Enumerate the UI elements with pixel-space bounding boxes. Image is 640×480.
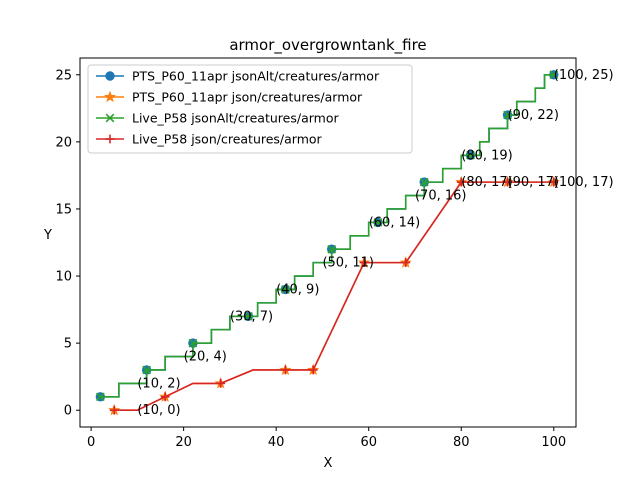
legend-entry: Live_P58 jsonAlt/creatures/armor bbox=[96, 111, 339, 126]
legend-entry: Live_P58 json/creatures/armor bbox=[96, 132, 323, 147]
series-3-point bbox=[373, 218, 383, 227]
series-4-point bbox=[109, 405, 119, 415]
x-tick-label: 60 bbox=[360, 435, 377, 450]
legend-marker bbox=[105, 71, 115, 81]
series-4-point bbox=[160, 392, 170, 402]
plot-area bbox=[95, 70, 560, 416]
legend-label: PTS_P60_11apr jsonAlt/creatures/armor bbox=[132, 69, 380, 84]
series-3-point bbox=[244, 311, 253, 321]
series-4-point bbox=[308, 365, 318, 375]
series-3-point bbox=[188, 338, 198, 348]
y-axis-label: Y bbox=[43, 228, 52, 243]
data-label: (80, 19) bbox=[461, 148, 513, 163]
data-label: (20, 4) bbox=[184, 350, 227, 365]
legend-entry: PTS_P60_11apr json/creatures/armor bbox=[96, 90, 363, 105]
series-3-point bbox=[503, 110, 512, 120]
series-3-point bbox=[142, 365, 151, 375]
series-4-point bbox=[359, 258, 369, 268]
data-label: (10, 2) bbox=[137, 376, 180, 391]
x-tick-label: 0 bbox=[87, 435, 95, 450]
series-4-point bbox=[456, 177, 466, 187]
x-tick-label: 80 bbox=[453, 435, 470, 450]
data-label: (60, 14) bbox=[369, 215, 421, 230]
data-label: (100, 17) bbox=[554, 175, 614, 190]
y-tick-label: 0 bbox=[64, 404, 72, 419]
annotations: (10, 2) (10, 0) (20, 4) (30, 7)(40, 9)(50, … bbox=[137, 68, 613, 418]
x-axis-label: X bbox=[324, 456, 333, 471]
series-3-point bbox=[466, 150, 475, 160]
data-label: (40, 9) bbox=[276, 282, 319, 297]
y-tick-label: 20 bbox=[55, 135, 72, 150]
legend-marker bbox=[105, 113, 115, 123]
series-4-point bbox=[549, 177, 559, 187]
chart-title: armor_overgrowntank_fire bbox=[229, 36, 426, 55]
data-label: (80, 17) bbox=[461, 175, 513, 190]
legend-label: PTS_P60_11apr json/creatures/armor bbox=[132, 90, 363, 105]
legend-marker bbox=[105, 134, 115, 144]
data-label: (100, 25) bbox=[554, 68, 614, 83]
series-3-point bbox=[419, 177, 429, 187]
x-tick-label: 20 bbox=[175, 435, 192, 450]
series-3-point bbox=[281, 285, 290, 294]
legend-entry: PTS_P60_11apr jsonAlt/creatures/armor bbox=[96, 69, 380, 84]
series-line-3 bbox=[100, 73, 554, 398]
y-tick-label: 10 bbox=[55, 270, 72, 285]
series-3-point bbox=[549, 70, 559, 80]
legend-box bbox=[87, 64, 413, 154]
y-tick-label: 5 bbox=[64, 337, 72, 352]
x-tick-label: 40 bbox=[268, 435, 285, 450]
series-4-point bbox=[281, 365, 290, 375]
legend-label: Live_P58 jsonAlt/creatures/armor bbox=[132, 111, 339, 126]
legend-marker bbox=[103, 90, 117, 103]
data-label: (50, 11) bbox=[322, 256, 374, 271]
series-3-point bbox=[327, 244, 337, 254]
series-4-point bbox=[503, 177, 512, 187]
y-tick-label: 25 bbox=[55, 68, 72, 83]
plot-frame bbox=[79, 57, 577, 428]
axis-ticks: 0 20 40 60 80 100 0 5 10 15 20 25 bbox=[55, 68, 566, 450]
data-label: (10, 0) bbox=[137, 403, 180, 418]
series-4-point bbox=[401, 258, 411, 268]
series-4-point bbox=[216, 378, 226, 388]
y-tick-label: 15 bbox=[55, 202, 72, 217]
x-tick-label: 100 bbox=[541, 435, 566, 450]
data-label: (70, 16) bbox=[415, 189, 467, 204]
legend: PTS_P60_11apr jsonAlt/creatures/armor PTS… bbox=[87, 64, 413, 154]
data-label: (90, 17) bbox=[508, 175, 560, 190]
legend-label: Live_P58 json/creatures/armor bbox=[132, 132, 323, 147]
data-label: (90, 22) bbox=[508, 108, 560, 123]
series-3-point bbox=[95, 392, 105, 402]
data-label: (30, 7) bbox=[230, 309, 273, 324]
